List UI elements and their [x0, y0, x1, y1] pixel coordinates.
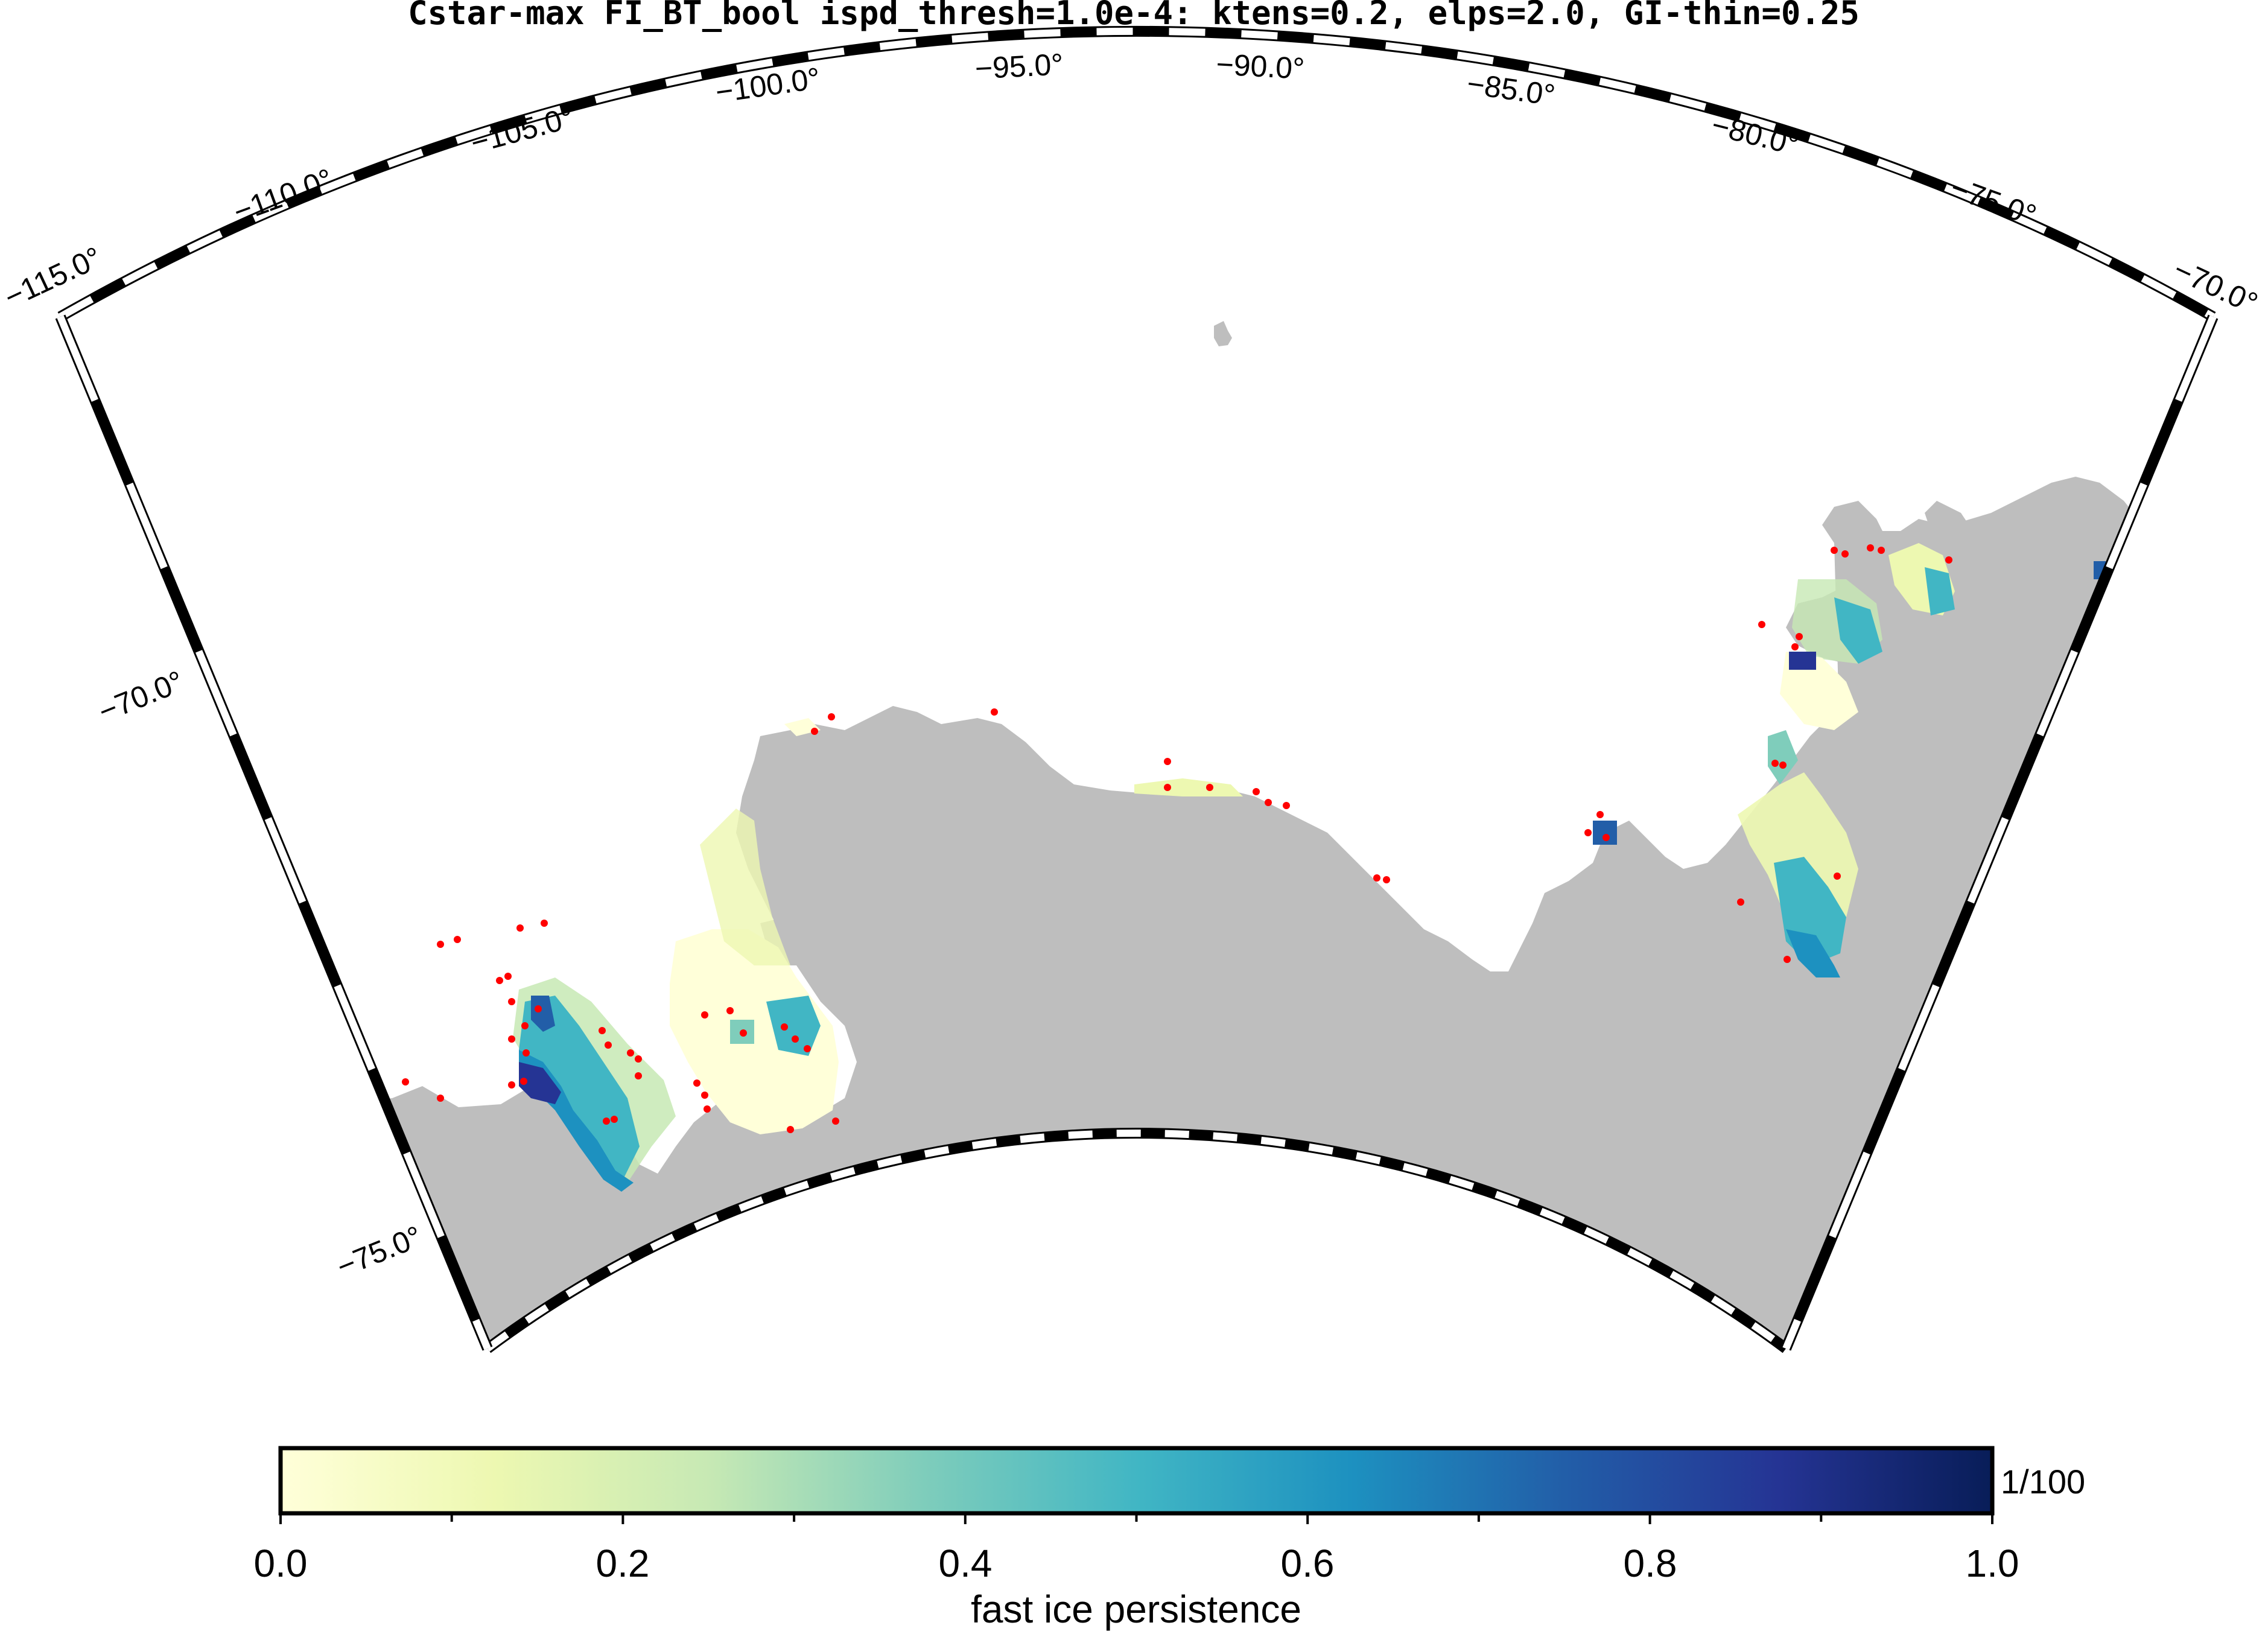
- colorbar-label: fast ice persistence: [971, 1588, 1301, 1631]
- colorbar-tick-2: 0.4: [939, 1542, 993, 1585]
- lon-label-90: −90.0°: [1215, 47, 1305, 86]
- fast-ice-field: [513, 543, 2106, 1192]
- map-frame: [55, 25, 2219, 1353]
- colorbar-ticks: [279, 1513, 1993, 1524]
- colorbar-tick-0: 0.0: [254, 1542, 308, 1585]
- colorbar-tick-5: 1.0: [1966, 1542, 2019, 1585]
- colorbar: 0.0 0.2 0.4 0.6 0.8 1.0 1/100 fast ice p…: [254, 1446, 2085, 1631]
- lat-label-70: −70.0°: [94, 664, 188, 729]
- colorbar-gradient: [278, 1446, 1995, 1516]
- iceberg-markers: [402, 544, 1952, 1133]
- colorbar-tick-3: 0.6: [1281, 1542, 1335, 1585]
- colorbar-unit: 1/100: [2001, 1463, 2085, 1501]
- colorbar-tick-1: 0.2: [596, 1542, 650, 1585]
- colorbar-tick-4: 0.8: [1624, 1542, 1677, 1585]
- lon-label-95: −95.0°: [974, 47, 1064, 86]
- lat-label-75: −75.0°: [332, 1219, 427, 1284]
